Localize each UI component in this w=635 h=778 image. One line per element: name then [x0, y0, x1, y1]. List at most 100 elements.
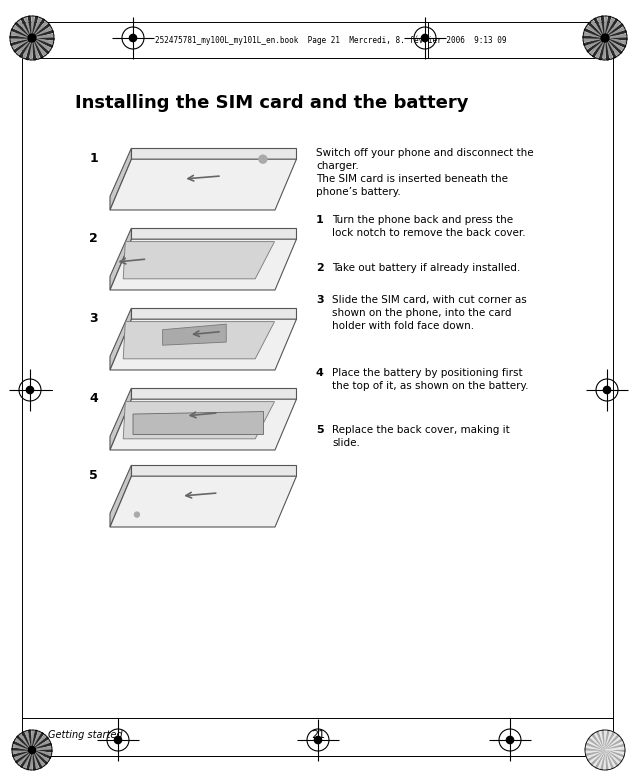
Polygon shape	[110, 476, 297, 527]
Wedge shape	[29, 730, 32, 750]
Wedge shape	[20, 750, 32, 767]
Wedge shape	[13, 741, 32, 750]
Wedge shape	[32, 750, 52, 752]
Wedge shape	[605, 750, 618, 766]
Wedge shape	[19, 734, 32, 750]
Polygon shape	[110, 239, 297, 290]
Wedge shape	[585, 748, 605, 750]
Wedge shape	[597, 731, 605, 750]
Wedge shape	[605, 21, 620, 38]
Polygon shape	[131, 228, 297, 239]
Text: 4: 4	[316, 368, 324, 378]
Wedge shape	[585, 746, 605, 750]
Wedge shape	[599, 731, 605, 750]
Circle shape	[130, 34, 137, 42]
Text: 5: 5	[90, 469, 98, 482]
Wedge shape	[605, 750, 616, 768]
Wedge shape	[605, 38, 624, 51]
Text: Replace the back cover, making it: Replace the back cover, making it	[332, 425, 510, 435]
Wedge shape	[589, 38, 605, 55]
Wedge shape	[605, 731, 612, 750]
Wedge shape	[32, 38, 49, 54]
Wedge shape	[605, 16, 611, 38]
Wedge shape	[14, 750, 32, 760]
Polygon shape	[133, 412, 264, 434]
Wedge shape	[10, 36, 32, 38]
Wedge shape	[32, 731, 41, 750]
Wedge shape	[30, 750, 32, 770]
Wedge shape	[32, 30, 53, 38]
Text: 252475781_my100L_my101L_en.book  Page 21  Mercredi, 8. février 2006  9:13 09: 252475781_my100L_my101L_en.book Page 21 …	[155, 35, 507, 45]
Wedge shape	[30, 38, 32, 60]
Wedge shape	[605, 38, 627, 40]
Wedge shape	[604, 750, 605, 770]
Wedge shape	[32, 731, 37, 750]
Text: Slide the SIM card, with cut corner as: Slide the SIM card, with cut corner as	[332, 295, 527, 305]
Wedge shape	[12, 748, 32, 750]
Wedge shape	[22, 732, 32, 750]
Wedge shape	[605, 750, 624, 757]
Wedge shape	[588, 23, 605, 38]
Polygon shape	[163, 324, 226, 345]
Wedge shape	[15, 738, 32, 750]
Polygon shape	[110, 388, 131, 450]
Wedge shape	[585, 750, 605, 753]
Wedge shape	[32, 38, 53, 47]
Polygon shape	[123, 321, 274, 359]
Wedge shape	[594, 18, 605, 38]
Wedge shape	[585, 38, 605, 49]
Wedge shape	[601, 16, 605, 38]
Polygon shape	[110, 148, 131, 210]
Wedge shape	[590, 736, 605, 750]
Text: Place the battery by positioning first: Place the battery by positioning first	[332, 368, 523, 378]
Text: 2: 2	[316, 263, 324, 273]
Text: phone’s battery.: phone’s battery.	[316, 187, 401, 197]
Wedge shape	[32, 747, 52, 750]
Wedge shape	[605, 38, 625, 47]
Wedge shape	[10, 33, 32, 38]
Wedge shape	[592, 38, 605, 57]
Text: Installing the SIM card and the battery: Installing the SIM card and the battery	[75, 94, 469, 112]
Wedge shape	[32, 19, 44, 38]
Wedge shape	[25, 17, 32, 38]
Wedge shape	[32, 750, 48, 764]
Wedge shape	[605, 38, 627, 44]
Polygon shape	[110, 319, 297, 370]
Wedge shape	[583, 38, 605, 42]
Wedge shape	[605, 741, 624, 750]
Circle shape	[27, 387, 34, 394]
Wedge shape	[13, 750, 32, 757]
Wedge shape	[32, 38, 46, 56]
Polygon shape	[110, 228, 131, 290]
Polygon shape	[123, 401, 274, 439]
Wedge shape	[602, 730, 605, 750]
Wedge shape	[584, 29, 605, 38]
Text: 2: 2	[90, 232, 98, 245]
Wedge shape	[21, 18, 32, 38]
Text: lock notch to remove the back cover.: lock notch to remove the back cover.	[332, 228, 526, 238]
Wedge shape	[18, 20, 32, 38]
Text: Switch off your phone and disconnect the: Switch off your phone and disconnect the	[316, 148, 533, 158]
Wedge shape	[32, 750, 45, 766]
Text: 1: 1	[90, 152, 98, 165]
Wedge shape	[596, 38, 605, 58]
Text: 3: 3	[316, 295, 324, 305]
Wedge shape	[12, 38, 32, 49]
Wedge shape	[605, 24, 623, 38]
Wedge shape	[14, 38, 32, 52]
Polygon shape	[131, 148, 297, 159]
Circle shape	[28, 34, 36, 42]
Wedge shape	[32, 737, 48, 750]
Wedge shape	[32, 750, 36, 770]
Wedge shape	[32, 750, 39, 769]
Wedge shape	[605, 735, 619, 750]
Wedge shape	[599, 38, 605, 60]
Wedge shape	[32, 38, 36, 60]
Wedge shape	[586, 26, 605, 38]
Wedge shape	[598, 750, 605, 769]
Wedge shape	[605, 750, 625, 752]
Wedge shape	[588, 738, 605, 750]
Wedge shape	[32, 750, 50, 762]
Circle shape	[422, 34, 429, 42]
Wedge shape	[584, 33, 605, 38]
